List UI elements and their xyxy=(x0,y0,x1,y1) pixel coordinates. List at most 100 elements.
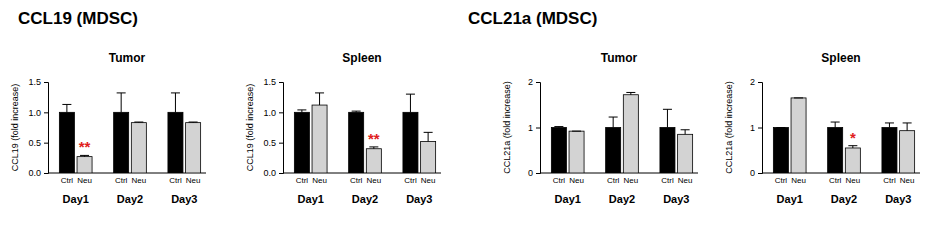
tick-label: 1.5 xyxy=(28,77,41,87)
bar-label: Neu xyxy=(366,176,381,185)
error-bar xyxy=(663,109,672,127)
labels: CtrlCtrlCtrlNeu**NeuNeu xyxy=(61,138,201,185)
error-cap xyxy=(626,92,635,93)
x-axis: Day1 Day2 Day3 xyxy=(540,173,698,205)
suptitle: CCL19 (MDSC) xyxy=(18,9,138,28)
bar xyxy=(623,95,638,173)
tick-label: 0 xyxy=(750,168,755,178)
tick-label: Day1 xyxy=(298,193,324,205)
bar xyxy=(773,128,788,174)
error-line xyxy=(835,122,836,127)
bar-label: Neu xyxy=(421,176,436,185)
y-axis: 0.00.51.01.5 xyxy=(28,77,48,178)
error-bar xyxy=(117,93,126,112)
error-line xyxy=(889,123,890,128)
bar xyxy=(900,131,915,173)
tick-label: 1 xyxy=(528,123,533,133)
tick-label: Day2 xyxy=(352,193,378,205)
bar xyxy=(845,148,860,173)
bar-label: Neu xyxy=(845,176,860,185)
suptitle: CCL21a (MDSC) xyxy=(468,9,597,28)
plot-area xyxy=(773,98,914,173)
error-bar xyxy=(189,122,198,124)
error-cap xyxy=(681,129,690,130)
error-line xyxy=(175,93,176,112)
tick-label: Day1 xyxy=(63,193,89,205)
tick: Day3 xyxy=(171,193,197,205)
error-cap xyxy=(117,92,126,93)
tick: Day2 xyxy=(609,193,635,205)
tick-label: 1.0 xyxy=(28,108,41,118)
tick: Day1 xyxy=(298,193,324,205)
axis-line xyxy=(44,83,49,174)
bar xyxy=(114,112,129,173)
error-cap xyxy=(794,97,803,98)
bar-label: Neu xyxy=(791,176,806,185)
error-bar xyxy=(80,155,89,156)
error-cap xyxy=(554,126,563,127)
y-axis: 0 1 2 xyxy=(528,77,541,178)
y-axis-title: CCL19 (fold increase) xyxy=(245,84,255,172)
labels: CtrlCtrlCtrlNeuNeu*Neu xyxy=(775,129,915,185)
tick: 1.0 xyxy=(28,108,48,118)
axis-line xyxy=(758,83,763,174)
axis-line xyxy=(536,83,541,174)
error-line xyxy=(667,109,668,127)
error-line xyxy=(319,93,320,105)
tick: Day3 xyxy=(885,193,911,205)
bar-label: Ctrl xyxy=(404,176,417,185)
error-cap xyxy=(315,92,324,93)
title: Tumor xyxy=(109,51,146,65)
error-bar xyxy=(848,146,857,148)
tick: 1.0 xyxy=(263,108,283,118)
bar xyxy=(403,112,418,173)
tick-label: 2 xyxy=(528,77,533,87)
title: Spleen xyxy=(342,51,381,65)
error-bar xyxy=(681,130,690,135)
bar xyxy=(882,128,897,174)
tick: 1.5 xyxy=(263,77,283,87)
tick: Day3 xyxy=(663,193,689,205)
error-cap xyxy=(352,111,361,112)
labels: CtrlCtrlCtrlNeuNeu**Neu xyxy=(296,130,436,185)
tick-label: Day1 xyxy=(555,193,581,205)
error-line xyxy=(907,123,908,131)
panel: CCL21a (MDSC)Tumor012CCL21a (fold increa… xyxy=(468,9,698,205)
tick: Day2 xyxy=(831,193,857,205)
bar-label: Neu xyxy=(312,176,327,185)
error-cap xyxy=(424,132,433,133)
tick-label: Day2 xyxy=(609,193,635,205)
significance: * xyxy=(850,129,856,146)
axis-line xyxy=(279,83,284,174)
error-bar xyxy=(831,122,840,127)
error-bar xyxy=(297,110,306,112)
tick-mark xyxy=(44,143,48,144)
error-bar xyxy=(609,117,618,127)
panel: Spleen0.00.51.01.5CCL19 (fold increase)D… xyxy=(245,51,441,205)
error-bar xyxy=(572,131,581,132)
error-cap xyxy=(62,104,71,105)
bar-label: Neu xyxy=(131,176,146,185)
error-bar xyxy=(171,93,180,112)
error-cap xyxy=(134,122,143,123)
bar-label: Ctrl xyxy=(115,176,128,185)
tick: 0.0 xyxy=(28,168,48,178)
bar xyxy=(168,112,183,173)
tick-mark xyxy=(279,143,283,144)
title: Tumor xyxy=(601,51,638,65)
x-axis: Day1Day2Day3 xyxy=(283,173,441,205)
tick: 0 xyxy=(528,168,540,178)
error-cap xyxy=(776,127,785,128)
tick-mark xyxy=(758,82,762,83)
tick-label: 1.5 xyxy=(263,77,276,87)
bar-label: Ctrl xyxy=(350,176,363,185)
tick-label: 0.0 xyxy=(263,168,276,178)
tick-label: Day3 xyxy=(663,193,689,205)
error-cap xyxy=(171,92,180,93)
error-line xyxy=(613,117,614,127)
tick-label: Day3 xyxy=(171,193,197,205)
bar xyxy=(606,128,621,174)
tick-mark xyxy=(536,173,540,174)
y-axis: 0.00.51.01.5 xyxy=(263,77,283,178)
bar-label: Ctrl xyxy=(61,176,74,185)
